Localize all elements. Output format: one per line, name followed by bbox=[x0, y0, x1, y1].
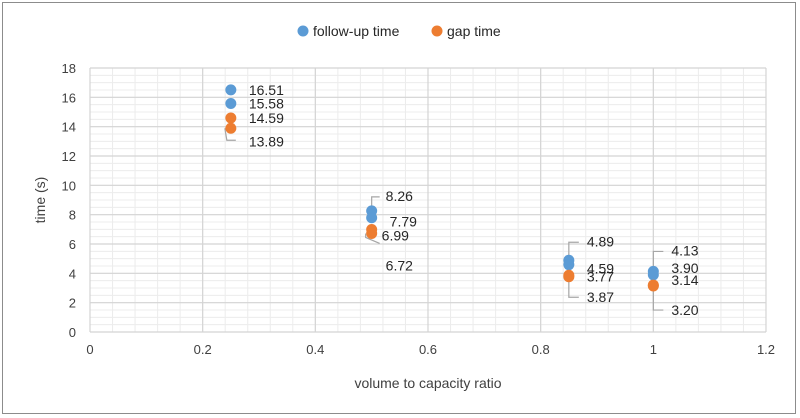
x-tick-label: 0.4 bbox=[306, 342, 324, 357]
x-axis-title: volume to capacity ratio bbox=[354, 375, 501, 391]
y-tick-label: 6 bbox=[69, 237, 76, 252]
legend-marker bbox=[431, 25, 443, 37]
data-label: 7.79 bbox=[390, 214, 417, 230]
legend: follow-up time gap time bbox=[297, 23, 501, 39]
x-tick-label: 0.2 bbox=[194, 342, 212, 357]
data-label: 4.59 bbox=[587, 261, 614, 277]
legend-label: follow-up time bbox=[313, 23, 400, 39]
x-tick-label: 0.8 bbox=[532, 342, 550, 357]
y-axis-title: time (s) bbox=[32, 177, 48, 224]
leader-line bbox=[652, 290, 664, 311]
y-tick-label: 0 bbox=[69, 325, 76, 340]
x-axis-ticks: 0 0.2 0.4 0.6 0.8 1 1.2 bbox=[86, 342, 775, 357]
data-point bbox=[647, 279, 659, 291]
y-tick-label: 8 bbox=[69, 208, 76, 223]
data-points bbox=[225, 84, 659, 292]
data-label: 13.89 bbox=[249, 133, 284, 149]
y-axis-ticks: 0 2 4 6 8 10 12 14 16 18 bbox=[62, 61, 76, 340]
data-label: 16.51 bbox=[249, 82, 284, 98]
data-point bbox=[366, 227, 378, 239]
data-label: 6.72 bbox=[386, 257, 413, 273]
chart-frame bbox=[2, 2, 796, 414]
label-leader-lines bbox=[224, 128, 664, 311]
data-label: 8.26 bbox=[386, 188, 413, 204]
data-point bbox=[225, 97, 237, 109]
data-label: 3.87 bbox=[587, 289, 614, 305]
data-point bbox=[225, 84, 237, 96]
data-label: 15.58 bbox=[249, 95, 284, 111]
leader-line bbox=[224, 128, 236, 141]
data-point bbox=[563, 259, 575, 271]
legend-label: gap time bbox=[447, 23, 501, 39]
data-label: 3.90 bbox=[671, 260, 698, 276]
y-tick-label: 16 bbox=[62, 90, 76, 105]
leader-line bbox=[365, 233, 380, 244]
grid-major bbox=[89, 67, 767, 333]
data-point bbox=[366, 212, 378, 224]
data-label: 14.59 bbox=[249, 110, 284, 126]
data-label: 3.77 bbox=[587, 269, 614, 285]
data-point bbox=[647, 269, 659, 281]
data-label: 3.20 bbox=[671, 302, 698, 318]
x-tick-label: 1.2 bbox=[757, 342, 775, 357]
y-tick-label: 2 bbox=[69, 296, 76, 311]
leader-line bbox=[652, 250, 664, 267]
y-tick-label: 4 bbox=[69, 266, 76, 281]
x-tick-label: 0.6 bbox=[419, 342, 437, 357]
leader-line bbox=[568, 280, 579, 298]
data-point bbox=[225, 112, 237, 124]
leader-line bbox=[371, 196, 380, 207]
x-tick-label: 1 bbox=[650, 342, 657, 357]
y-tick-label: 10 bbox=[62, 178, 76, 193]
data-label: 3.14 bbox=[671, 272, 698, 288]
y-tick-label: 18 bbox=[62, 61, 76, 76]
leader-line bbox=[568, 241, 579, 256]
legend-marker bbox=[297, 25, 309, 37]
x-tick-label: 0 bbox=[86, 342, 93, 357]
data-point bbox=[225, 122, 237, 134]
data-label: 6.99 bbox=[382, 227, 409, 243]
data-label: 4.13 bbox=[671, 242, 698, 258]
y-tick-label: 14 bbox=[62, 120, 76, 135]
data-label: 4.89 bbox=[587, 233, 614, 249]
y-tick-label: 12 bbox=[62, 149, 76, 164]
data-point bbox=[563, 269, 575, 281]
